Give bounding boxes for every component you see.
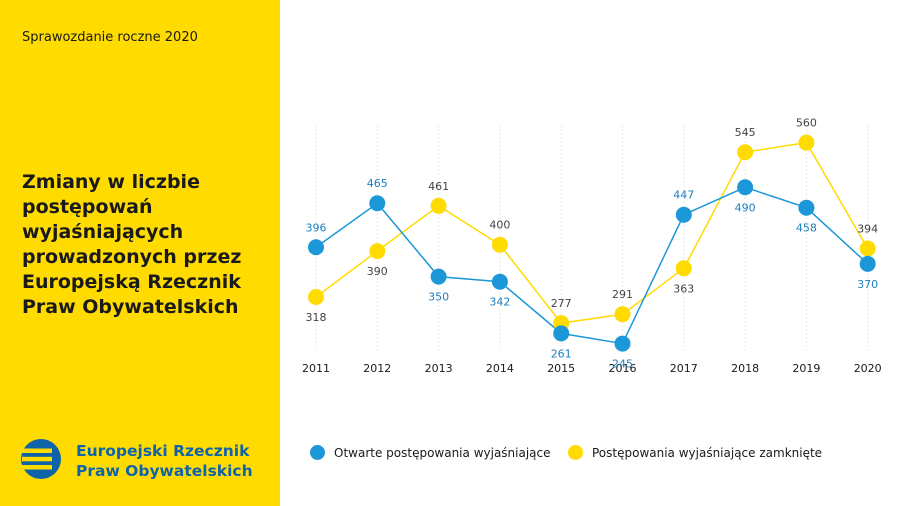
- data-label-open: 465: [367, 177, 388, 190]
- data-point-open: [798, 199, 815, 216]
- data-label-open: 342: [489, 296, 510, 309]
- data-label-open: 396: [306, 221, 327, 234]
- data-point-closed: [308, 289, 324, 306]
- organization-name-line-2: Praw Obywatelskich: [76, 462, 253, 480]
- data-label-closed: 560: [796, 117, 817, 130]
- x-tick-label: 2020: [854, 362, 882, 375]
- data-label-closed: 390: [367, 265, 388, 278]
- data-label-open: 245: [612, 358, 633, 371]
- data-point-open: [369, 195, 386, 212]
- data-point-open: [614, 335, 631, 352]
- line-chart: 2011 2012 2013 2014 2015 2016 2017 2018 2019 2020…: [302, 117, 882, 375]
- data-label-closed: 394: [857, 223, 878, 236]
- data-point-closed: [859, 240, 876, 257]
- data-point-closed: [430, 197, 447, 214]
- x-tick-label: 2015: [547, 362, 575, 375]
- data-label-open: 261: [551, 347, 572, 360]
- data-point-open: [553, 325, 570, 342]
- data-label-open: 458: [796, 222, 817, 235]
- x-tick-label: 2018: [731, 362, 759, 375]
- legend-marker-open: [310, 445, 325, 460]
- data-label-closed: 318: [306, 311, 327, 324]
- data-label-closed: 545: [735, 126, 756, 139]
- series-line-open: [315, 186, 869, 345]
- data-point-open: [675, 206, 692, 223]
- data-point-open: [308, 239, 324, 256]
- legend-marker-closed: [568, 445, 583, 460]
- data-point-closed: [369, 243, 386, 260]
- data-point-open: [430, 268, 447, 285]
- x-tick-label: 2016: [609, 362, 637, 375]
- data-point-open: [859, 255, 876, 272]
- data-point-closed: [737, 144, 754, 161]
- data-label-closed: 363: [673, 282, 694, 295]
- data-label-open: 447: [673, 189, 694, 202]
- organization-name: Europejski Rzecznik Praw Obywatelskich: [76, 441, 253, 481]
- data-point-closed: [675, 260, 692, 277]
- x-tick-label: 2019: [792, 362, 820, 375]
- data-label-open: 490: [735, 201, 756, 214]
- data-label-closed: 291: [612, 288, 633, 301]
- data-point-closed: [798, 134, 815, 151]
- legend-item-open: Otwarte postępowania wyjaśniające: [310, 445, 551, 460]
- organization-name-line-1: Europejski Rzecznik: [76, 442, 250, 460]
- data-point-closed: [491, 236, 508, 253]
- data-point-open: [491, 273, 508, 290]
- x-tick-label: 2012: [363, 362, 391, 375]
- ombudsman-logo-icon: [21, 439, 61, 479]
- sidebar-panel: Sprawozdanie roczne 2020 Zmiany w liczbi…: [0, 0, 280, 506]
- data-point-open: [737, 179, 754, 196]
- x-tick-label: 2011: [302, 362, 330, 375]
- x-tick-label: 2013: [425, 362, 453, 375]
- data-label-closed: 277: [551, 297, 572, 310]
- series-line-closed: [315, 141, 869, 324]
- x-tick-label: 2014: [486, 362, 514, 375]
- legend-label-open: Otwarte postępowania wyjaśniające: [334, 445, 551, 460]
- legend-item-closed: Postępowania wyjaśniające zamknięte: [568, 445, 822, 460]
- data-label-open: 370: [857, 278, 878, 291]
- data-label-open: 350: [428, 291, 449, 304]
- report-label: Sprawozdanie roczne 2020: [22, 30, 198, 45]
- data-label-closed: 461: [428, 180, 449, 193]
- legend-label-closed: Postępowania wyjaśniające zamknięte: [592, 445, 823, 460]
- data-point-closed: [614, 306, 631, 323]
- page-title: Zmiany w liczbie postępowań wyjaśniający…: [22, 171, 242, 318]
- data-label-closed: 400: [489, 219, 510, 232]
- x-tick-label: 2017: [670, 362, 698, 375]
